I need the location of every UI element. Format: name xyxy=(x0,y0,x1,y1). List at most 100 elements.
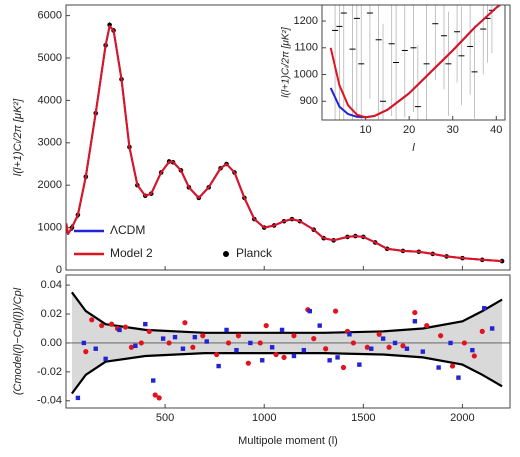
residual-point xyxy=(273,351,279,358)
residual-point xyxy=(332,308,339,314)
residual-point xyxy=(412,319,418,324)
residual-point xyxy=(461,340,468,346)
residual-point xyxy=(182,320,188,326)
residual-point xyxy=(260,358,265,363)
y-tick-label: 2000 xyxy=(38,179,62,191)
residual-point xyxy=(350,340,357,346)
y-tick-label: 3000 xyxy=(38,137,62,149)
y-tick-label: 1200 xyxy=(294,15,318,27)
residual-point xyxy=(81,340,87,346)
plot-area xyxy=(66,22,505,264)
residual-point xyxy=(269,345,275,350)
residual-point xyxy=(133,343,138,349)
x-tick-label: 40 xyxy=(490,124,502,136)
y-tick-label: -0.02 xyxy=(37,366,62,378)
residual-point xyxy=(224,327,229,333)
residual-point xyxy=(152,392,158,398)
plot-frame xyxy=(321,4,506,121)
residual-point xyxy=(263,322,269,329)
y-tick-label: 1100 xyxy=(294,42,318,54)
residual-point xyxy=(143,321,148,327)
residual-point xyxy=(108,321,115,327)
residual-point xyxy=(117,327,122,333)
y-axis-title: l(l+1)Cₗ/2π [μK²] xyxy=(12,98,24,176)
legend-label: Model 2 xyxy=(110,246,153,260)
residual-point xyxy=(83,349,89,355)
residual-point xyxy=(301,347,307,353)
y-tick-label: 0.02 xyxy=(41,308,62,320)
residual-point xyxy=(311,336,317,342)
residual-point xyxy=(424,322,430,329)
y-tick-label: 0.00 xyxy=(41,337,62,349)
y-tick-label: 5000 xyxy=(38,52,62,64)
legend-swatch xyxy=(223,251,229,257)
residual-point xyxy=(180,346,186,351)
residual-point xyxy=(166,340,172,346)
residual-point xyxy=(376,331,382,337)
residual-point xyxy=(138,340,144,346)
residual-point xyxy=(128,344,135,350)
legend-label: Planck xyxy=(236,246,273,260)
residual-point xyxy=(291,353,297,359)
residual-point xyxy=(75,395,81,401)
band-edge xyxy=(71,352,503,395)
residual-point xyxy=(122,324,129,330)
residual-point xyxy=(291,333,297,339)
plot-frame xyxy=(65,274,511,409)
plot-area xyxy=(329,5,502,120)
residual-point xyxy=(369,346,374,351)
residual-point xyxy=(347,332,352,337)
residual-point xyxy=(327,358,332,363)
residual-point xyxy=(436,365,441,370)
residual-point xyxy=(392,340,398,346)
series-line xyxy=(329,5,502,119)
residual-point xyxy=(482,306,487,311)
residual-point xyxy=(192,334,198,340)
y-tick-label: -0.04 xyxy=(37,395,62,407)
residual-point xyxy=(225,340,232,346)
x-tick-label: 20 xyxy=(403,124,415,136)
residual-point xyxy=(235,333,242,339)
x-tick-label: 30 xyxy=(447,124,459,136)
y-tick-label: 1000 xyxy=(38,222,62,234)
residual-point xyxy=(160,336,166,341)
residual-point xyxy=(216,363,221,369)
residual-point xyxy=(357,362,362,367)
residual-point xyxy=(248,340,253,346)
residual-point xyxy=(146,328,152,334)
residual-point xyxy=(103,356,108,362)
residual-point xyxy=(204,339,209,344)
residual-point xyxy=(172,334,178,340)
residual-point xyxy=(364,344,370,350)
residual-point xyxy=(489,326,495,331)
residual-point xyxy=(449,363,456,369)
residual-point xyxy=(156,395,162,401)
residual-point xyxy=(479,328,485,334)
x-tick-label: 2000 xyxy=(450,412,474,424)
plot-area xyxy=(66,291,510,401)
residual-point xyxy=(335,355,340,360)
y-tick-label: 4000 xyxy=(38,94,62,106)
x-axis-title: Multipole moment (l) xyxy=(238,435,338,447)
residual-point xyxy=(279,327,285,333)
residual-point xyxy=(340,364,347,371)
series-line xyxy=(66,25,503,263)
x-tick-label: 1000 xyxy=(252,412,276,424)
residual-point xyxy=(386,344,392,350)
residual-point xyxy=(412,309,418,316)
x-tick-label: 1500 xyxy=(351,412,375,424)
residual-point xyxy=(190,344,196,350)
y-tick-label: 1000 xyxy=(294,68,318,80)
residual-point xyxy=(281,354,287,361)
residual-point xyxy=(470,347,475,353)
residual-point xyxy=(214,351,220,358)
residual-point xyxy=(380,336,386,341)
residual-point xyxy=(257,340,263,346)
residual-point xyxy=(456,375,461,380)
residual-point xyxy=(93,346,98,351)
residual-point xyxy=(200,333,206,339)
residual-point xyxy=(307,308,313,314)
x-tick-label: 10 xyxy=(359,124,371,136)
band-edge xyxy=(71,291,503,334)
